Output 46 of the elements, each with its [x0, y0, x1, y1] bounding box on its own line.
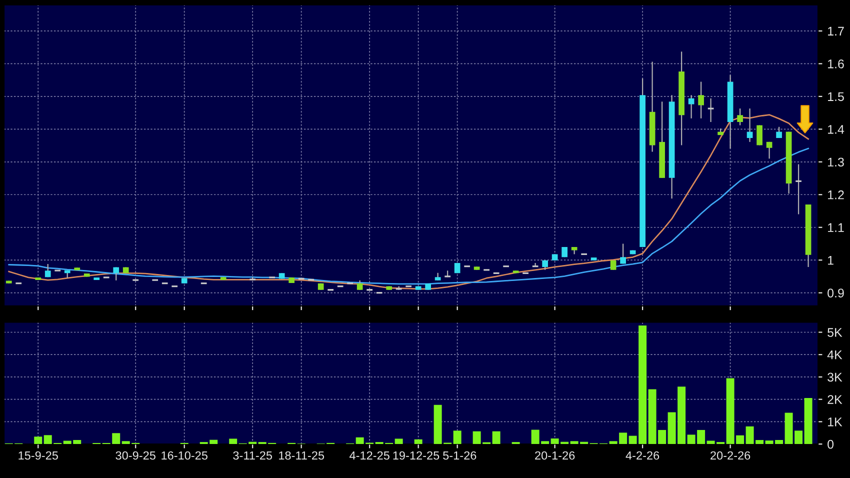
- bar: [492, 431, 500, 444]
- y-tick-label: 1.6: [828, 60, 844, 68]
- y-tick-label: 5K: [828, 328, 842, 337]
- candlestick: [794, 164, 802, 215]
- y-tick-label: 0: [828, 440, 834, 449]
- x-tick-label: 16-10-25: [162, 451, 208, 460]
- y-tick-label: 1.4: [828, 125, 844, 134]
- x-tick-label: 18-11-25: [279, 451, 324, 460]
- candlestick: [746, 108, 753, 142]
- y-tick-label: 1.2: [828, 190, 844, 200]
- y-tick-label: 1.1: [828, 223, 844, 232]
- bar: [804, 398, 812, 444]
- x-tick-label: 30-9-25: [116, 451, 156, 460]
- y-tick-label: 0.9: [828, 288, 844, 298]
- y-tick-label: 1.3: [828, 158, 844, 167]
- x-tick-label: 20-1-26: [535, 451, 575, 460]
- x-tick-label: 19-12-25: [393, 451, 440, 460]
- y-tick-label: 4K: [827, 350, 842, 360]
- candlestick: [756, 124, 762, 146]
- x-tick-label: 3-11-25: [233, 451, 272, 460]
- y-tick-label: 2K: [828, 395, 842, 404]
- bar: [394, 438, 403, 444]
- candlestick: [766, 141, 772, 160]
- line-series: [8, 114, 809, 290]
- candlestick: [698, 81, 704, 119]
- candlestick: [113, 266, 120, 281]
- bar: [229, 438, 238, 444]
- bar: [34, 436, 42, 444]
- candlestick: [620, 243, 626, 264]
- x-tick-label: 5-1-26: [443, 451, 476, 460]
- y-tick-label: 3K: [828, 372, 842, 382]
- x-tick-label: 15-9-25: [18, 451, 58, 460]
- bar: [453, 430, 462, 444]
- candlestick: [44, 263, 51, 278]
- bar: [414, 439, 422, 444]
- x-tick-label: 4-2-26: [626, 451, 660, 460]
- candlestick: [707, 98, 715, 123]
- y-tick-label: 1K: [828, 418, 842, 426]
- x-tick-label: 4-12-25: [350, 451, 390, 460]
- y-tick-label: 1.5: [828, 92, 844, 102]
- y-tick-label: 1.7: [828, 26, 844, 36]
- candlestick: [737, 108, 743, 126]
- y-tick-label: 1: [828, 256, 834, 265]
- x-tick-label: 20-2-26: [710, 451, 750, 460]
- candlestick: [688, 94, 694, 119]
- candlestick: [356, 280, 363, 290]
